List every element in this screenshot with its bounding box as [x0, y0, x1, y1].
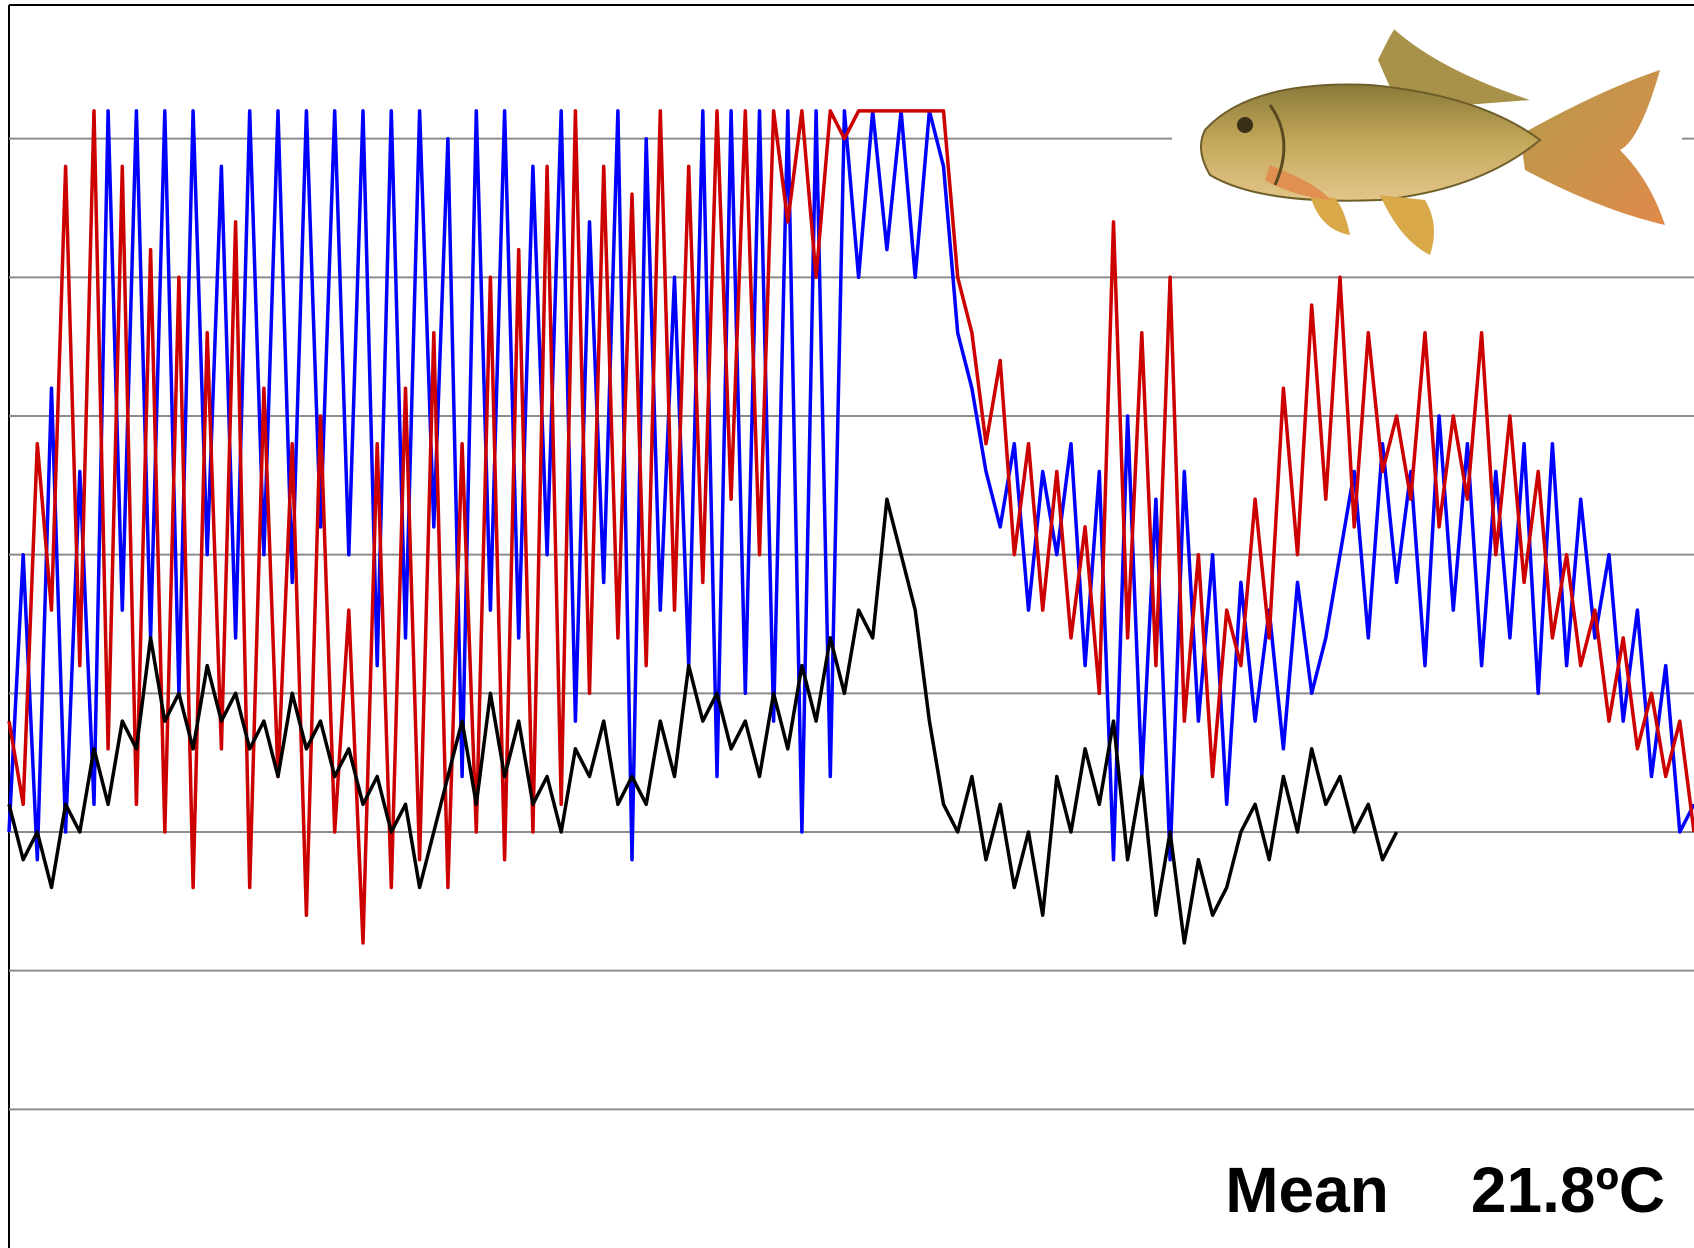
chart: Mean 21.8ºC — [0, 0, 1694, 1248]
fish-illustration — [1172, 20, 1682, 270]
annotation-value: 21.8ºC — [1471, 1154, 1665, 1226]
annotation-label: Mean — [1225, 1154, 1389, 1226]
page: Mean21.8ºC (() => { const data = JSON.pa… — [0, 0, 1694, 1248]
fish-eye — [1237, 117, 1253, 133]
